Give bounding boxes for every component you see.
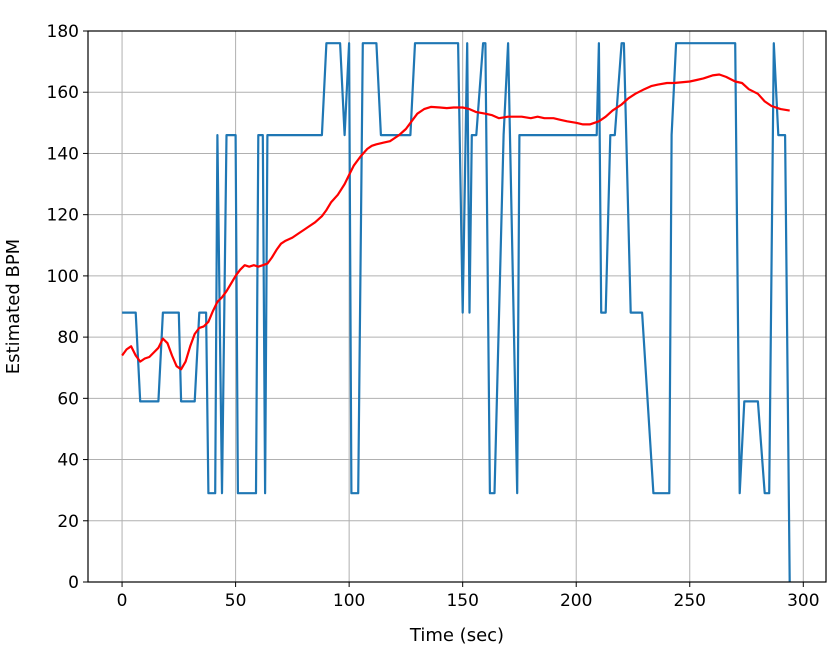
y-tick-label: 40: [57, 451, 79, 471]
grid: [88, 30, 826, 583]
x-tick-label: 300: [787, 591, 819, 611]
x-tick-label: 50: [225, 591, 247, 611]
y-tick-label: 0: [68, 573, 79, 593]
y-tick-label: 80: [57, 328, 79, 348]
y-axis-label: Estimated BPM: [3, 239, 24, 374]
plot-frame: [87, 30, 827, 583]
x-tick-label: 100: [333, 591, 365, 611]
x-tick-label: 200: [560, 591, 592, 611]
ticks: 0 50 100 150 200 250 300 0 20 40 60 80 100 120 140 160 1…: [47, 22, 820, 611]
y-tick-label: 180: [47, 22, 79, 42]
series-line-2: [121, 73, 790, 371]
y-tick-label: 60: [57, 389, 79, 409]
x-axis-label: Time (sec): [409, 625, 504, 646]
y-tick-label: 120: [47, 206, 79, 226]
y-tick-label: 100: [47, 267, 79, 287]
x-tick-label: 0: [117, 591, 128, 611]
series-line-1: [122, 42, 791, 583]
series-layer: [121, 42, 791, 583]
y-tick-label: 160: [47, 83, 79, 103]
x-tick-label: 150: [446, 591, 478, 611]
x-tick-label: 250: [674, 591, 706, 611]
y-tick-label: 20: [57, 512, 79, 532]
y-tick-label: 140: [47, 144, 79, 164]
